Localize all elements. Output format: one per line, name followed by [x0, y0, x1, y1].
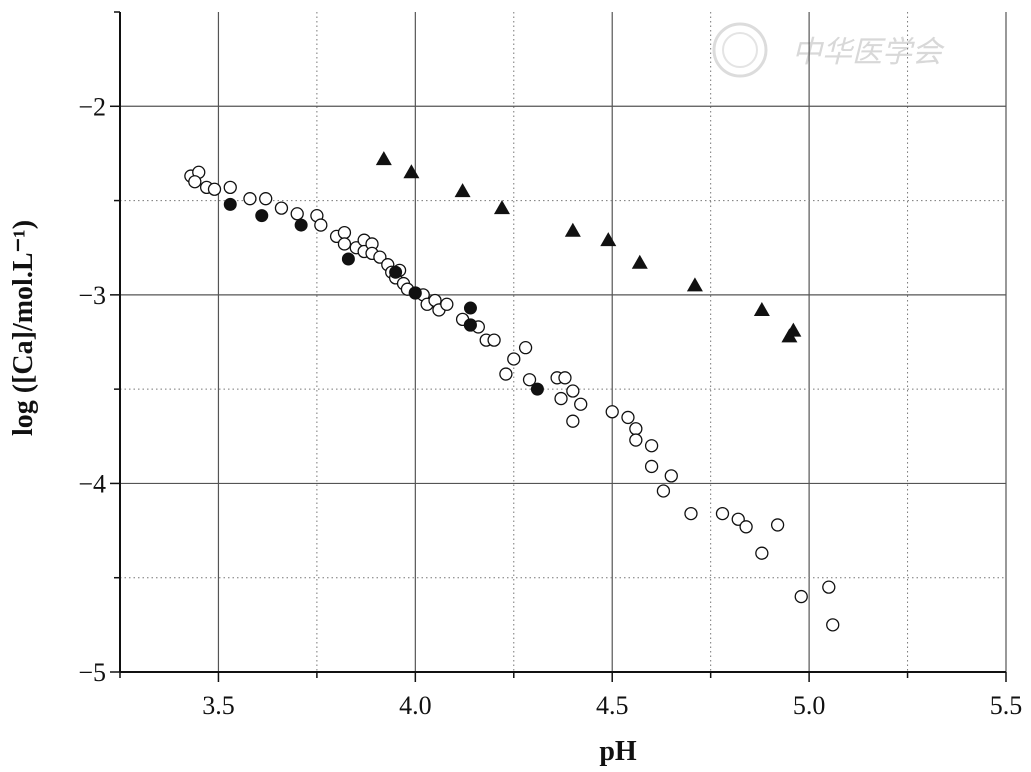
axes [119, 12, 1006, 673]
open-circle-point [739, 520, 753, 534]
open-circle-point [826, 618, 840, 632]
filled-triangle-point [564, 222, 581, 237]
watermark: 中华医学会 [712, 22, 945, 78]
filled-circle-point [294, 218, 308, 232]
watermark-seal-inner-ring [722, 32, 758, 68]
open-circle-point [207, 182, 222, 196]
open-circle-point [644, 459, 659, 474]
open-circle-point [566, 384, 580, 398]
watermark-seal-icon [712, 22, 768, 78]
open-circle-point [715, 506, 730, 521]
open-circle-point [223, 180, 237, 195]
open-circle-point [684, 506, 698, 521]
open-circle-point [574, 397, 588, 411]
watermark-text: 中华医学会 [792, 35, 945, 70]
open-circle-point [558, 371, 572, 385]
grid [120, 12, 1007, 672]
x-axis-title: pH [599, 736, 637, 767]
open-circle-point [507, 352, 521, 366]
open-circle-point [621, 410, 635, 425]
data-points [184, 151, 840, 632]
filled-triangle-point [375, 151, 392, 166]
open-circle-point [794, 589, 808, 604]
filled-circle-point [463, 318, 477, 332]
open-circle-point [656, 484, 671, 498]
y-tick-label: −4 [78, 469, 106, 498]
open-circle-point [822, 580, 836, 594]
filled-triangle-point [600, 232, 617, 247]
open-circle-point [554, 391, 568, 406]
x-tick-label: 3.5 [202, 691, 235, 720]
tick-labels: 3.5 4.0 4.5 5.0 5.5 −2 −3 −4 −5 [78, 92, 1022, 720]
filled-triangle-point [493, 200, 510, 215]
filled-circle-point [341, 252, 355, 266]
open-circle-point [629, 422, 643, 436]
filled-circle-point [530, 382, 544, 396]
x-tick-label: 4.5 [596, 691, 629, 720]
x-tick-label: 5.0 [793, 691, 826, 720]
filled-circle-point [463, 301, 477, 315]
ticks [110, 11, 1007, 682]
filled-triangle-point [753, 301, 770, 316]
open-circle-point [440, 297, 454, 311]
open-circle-point [664, 469, 678, 483]
filled-circle-point [255, 209, 269, 223]
open-circle-point [373, 250, 387, 264]
open-circle-point [755, 546, 769, 560]
open-circle-point [499, 367, 513, 381]
y-tick-label: −5 [78, 658, 106, 687]
open-circle-point [731, 512, 745, 526]
filled-triangle-point [686, 277, 703, 292]
open-circle-point [337, 237, 352, 251]
filled-circle-point [223, 197, 237, 211]
open-circle-point [487, 333, 501, 347]
y-tick-label: −2 [78, 92, 106, 121]
filled-triangle-point [785, 322, 802, 337]
open-circle-point [770, 518, 785, 532]
open-circle-point [259, 192, 273, 206]
open-circle-point [518, 341, 533, 355]
filled-triangle-point [403, 164, 420, 179]
open-circle-point [566, 414, 580, 428]
filled-triangle-point [631, 254, 648, 269]
filled-triangle-point [454, 183, 471, 198]
open-circle-point [644, 439, 659, 453]
open-circle-point [605, 405, 619, 419]
y-axis-title: log ([Ca]/mol.L⁻¹) [8, 220, 39, 436]
filled-circle-point [389, 265, 403, 279]
filled-circle-point [408, 286, 422, 300]
y-tick-label: −3 [78, 281, 106, 310]
open-circle-point [522, 373, 537, 387]
open-circle-point [290, 207, 304, 221]
open-circle-point [629, 433, 643, 447]
x-tick-label: 5.5 [990, 691, 1023, 720]
open-circle-point [274, 201, 289, 215]
open-circle-point [243, 192, 257, 206]
open-circle-point [337, 225, 352, 240]
open-circle-point [314, 218, 328, 232]
x-tick-label: 4.0 [399, 691, 432, 720]
open-circle-point [188, 175, 202, 189]
